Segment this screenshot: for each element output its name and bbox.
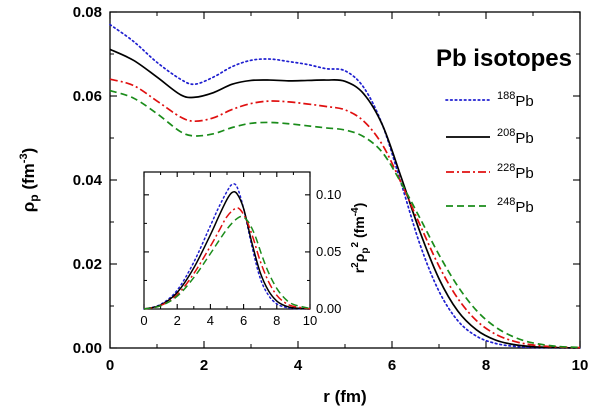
x-tick-label: 2 <box>174 313 181 328</box>
x-tick-label: 10 <box>572 357 589 374</box>
y-tick-label: 0.08 <box>73 4 102 21</box>
legend-label-element: Pb <box>515 165 533 182</box>
y-tick-label: 0.00 <box>316 301 341 316</box>
legend-label-mass: 248 <box>497 196 515 208</box>
legend-label-element: Pb <box>515 130 533 147</box>
inset-series-line-0 <box>143 183 311 310</box>
x-tick-label: 2 <box>200 357 208 374</box>
inset-tick-labels: 0 2 4 6 8 100.00 0.05 0.10 <box>140 187 341 328</box>
legend-label-mass: 208 <box>497 127 515 139</box>
x-tick-label: 8 <box>273 313 280 328</box>
legend-label-3: 248Pb <box>497 196 534 216</box>
x-tick-label: 6 <box>388 357 396 374</box>
main-y-axis-label: ρp (fm-3) <box>18 148 41 213</box>
legend-label-element: Pb <box>515 199 533 216</box>
legend-label-2: 228Pb <box>497 162 534 182</box>
legend-label-mass: 188 <box>497 90 515 102</box>
inset-y-axis-label: r2ρp2 (fm-4) <box>350 203 371 274</box>
x-tick-label: 4 <box>294 357 303 374</box>
main-chart: 0 2 4 6 8 100.000.020.040.060.08 r (fm) ρp (f… <box>18 4 588 406</box>
x-tick-label: 0 <box>106 357 114 374</box>
x-tick-label: 4 <box>207 313 214 328</box>
x-tick-label: 0 <box>140 313 147 328</box>
inset-series-line-2 <box>143 207 311 310</box>
legend-label-1: 208Pb <box>497 127 534 147</box>
main-x-axis-label: r (fm) <box>323 387 366 406</box>
inset-plot-frame <box>143 171 311 310</box>
legend-label-0: 188Pb <box>497 90 534 110</box>
legend-label-mass: 228 <box>497 162 515 174</box>
inset-chart: 0 2 4 6 8 100.00 0.05 0.10 r2ρp2 (fm-4) <box>140 171 371 328</box>
y-tick-label: 0.04 <box>73 172 103 189</box>
x-tick-label: 6 <box>240 313 247 328</box>
main-series-line-0 <box>109 23 581 349</box>
y-tick-label: 0.06 <box>73 88 102 105</box>
main-tick-labels: 0 2 4 6 8 100.000.020.040.060.08 <box>73 4 589 374</box>
inset-series-line-1 <box>143 191 311 310</box>
inset-series-group <box>143 183 311 310</box>
inset-series-line-3 <box>143 215 311 310</box>
y-tick-label: 0.02 <box>73 256 102 273</box>
chart-title: Pb isotopes <box>436 45 572 72</box>
y-tick-label: 0.10 <box>316 187 341 202</box>
y-tick-label: 0.00 <box>73 340 102 357</box>
legend-label-element: Pb <box>515 93 533 110</box>
x-tick-label: 10 <box>303 313 317 328</box>
main-series-line-1 <box>109 48 581 349</box>
y-tick-label: 0.05 <box>316 244 341 259</box>
x-tick-label: 8 <box>482 357 490 374</box>
main-series-group <box>109 23 581 349</box>
